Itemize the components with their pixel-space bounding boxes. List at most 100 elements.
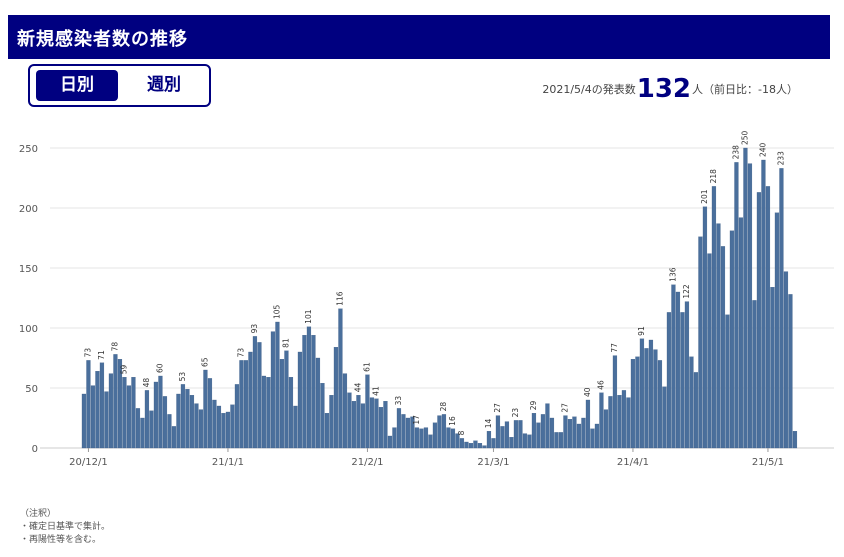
- bar: [576, 423, 582, 449]
- y-tick-label: 50: [25, 384, 38, 395]
- bar: [788, 294, 793, 449]
- bar: [702, 206, 708, 449]
- bar: [374, 398, 379, 449]
- data-label: 53: [178, 372, 187, 382]
- data-label: 65: [200, 357, 209, 367]
- bar: [270, 331, 276, 449]
- bar: [122, 377, 127, 449]
- bar: [131, 377, 136, 449]
- bar: [356, 395, 361, 449]
- bar: [293, 405, 298, 449]
- bar: [698, 236, 703, 449]
- bar: [513, 420, 519, 449]
- data-label: 16: [448, 416, 457, 426]
- bar: [473, 440, 478, 449]
- data-label: 60: [155, 363, 164, 373]
- data-label: 41: [371, 386, 380, 396]
- bar: [779, 168, 784, 449]
- bar: [257, 342, 262, 449]
- bar: [365, 374, 370, 449]
- bar: [536, 422, 541, 449]
- bar: [693, 372, 699, 449]
- y-tick-label: 100: [19, 324, 38, 335]
- bar: [783, 271, 789, 449]
- bar: [185, 389, 190, 449]
- bar: [243, 360, 249, 449]
- bar: [306, 326, 312, 449]
- bar: [477, 443, 483, 449]
- bar: [144, 390, 150, 449]
- bar: [774, 212, 780, 449]
- bar: [648, 339, 654, 449]
- bar: [428, 434, 433, 449]
- data-label: 40: [583, 387, 592, 397]
- bar: [158, 375, 163, 449]
- bar: [86, 360, 91, 449]
- bar: [729, 230, 735, 449]
- bar: [333, 347, 339, 449]
- bar: [396, 408, 402, 449]
- data-label: 93: [250, 324, 259, 334]
- view-toggle: 日別 週別: [28, 64, 211, 107]
- bar: [288, 377, 294, 449]
- bar: [752, 300, 757, 449]
- notes: （注釈） ・確定日基準で集計。 ・再陽性等を含む。: [20, 508, 110, 547]
- bar: [252, 336, 258, 449]
- data-label: 105: [272, 304, 281, 319]
- data-label: 29: [529, 400, 538, 410]
- bar: [684, 301, 690, 449]
- bar: [455, 433, 460, 449]
- data-label: 27: [560, 403, 569, 413]
- daily-tab[interactable]: 日別: [36, 70, 118, 101]
- data-label: 14: [484, 418, 493, 428]
- x-tick-label: 21/2/1: [351, 457, 383, 468]
- bar: [554, 432, 559, 449]
- bar: [599, 392, 604, 449]
- latest-summary: 2021/5/4の発表数132人（前日比：-18人）: [542, 74, 798, 104]
- data-label: 233: [776, 151, 785, 166]
- bar: [437, 415, 442, 449]
- data-label: 81: [281, 338, 290, 348]
- bar: [104, 391, 109, 449]
- data-label: 27: [493, 403, 502, 413]
- weekly-tab[interactable]: 週別: [124, 70, 204, 101]
- bar: [126, 385, 132, 449]
- data-label: 28: [439, 402, 448, 412]
- bar: [414, 427, 420, 449]
- summary-count: 132: [636, 74, 692, 104]
- bar: [738, 217, 744, 449]
- bar: [117, 359, 123, 449]
- bar: [207, 378, 213, 449]
- bar: [167, 414, 172, 449]
- bar: [509, 437, 514, 449]
- bar: [680, 312, 685, 449]
- data-label: 122: [682, 284, 691, 299]
- bar: [369, 397, 375, 449]
- bar: [603, 409, 609, 449]
- bar: [275, 321, 280, 449]
- data-label: 71: [97, 350, 106, 360]
- bar: [612, 355, 618, 449]
- bar: [450, 428, 456, 449]
- data-label: 201: [700, 189, 709, 204]
- bar: [639, 338, 645, 449]
- bar: [527, 434, 532, 449]
- data-label: 33: [394, 396, 403, 406]
- bar: [482, 445, 487, 449]
- bar: [734, 162, 739, 449]
- bar: [594, 423, 600, 449]
- bar: [446, 427, 451, 449]
- bar: [225, 411, 231, 449]
- bar: [95, 371, 100, 449]
- bar: [216, 405, 222, 449]
- bar: [707, 253, 712, 449]
- bar: [203, 369, 208, 449]
- bar: [315, 357, 321, 449]
- data-label: 46: [596, 380, 605, 390]
- bar: [279, 359, 285, 449]
- bar: [495, 415, 501, 449]
- data-label: 238: [731, 145, 740, 160]
- bar: [770, 287, 775, 449]
- bar: [608, 396, 613, 449]
